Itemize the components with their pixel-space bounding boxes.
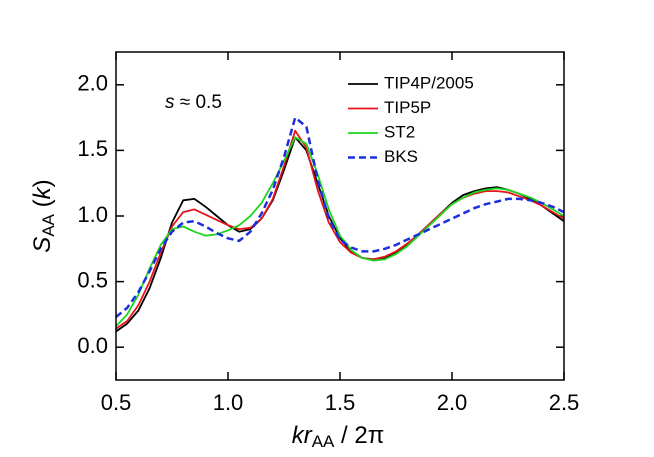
y-label-paren: ( — [29, 199, 56, 214]
x-tick-label: 1.5 — [325, 390, 356, 415]
x-axis-label: krAA / 2π — [292, 422, 385, 451]
x-label-sub: AA — [312, 432, 335, 451]
plot-frame — [115, 51, 565, 381]
series-line — [115, 136, 565, 327]
y-tick-label: 0.5 — [77, 267, 108, 292]
series-line — [115, 116, 565, 318]
x-label-rest: / 2π — [334, 422, 384, 449]
annotation: s ≈ 0.5 — [165, 92, 222, 113]
y-tick-label: 1.5 — [77, 136, 108, 161]
x-tick-label: 2.5 — [549, 390, 580, 415]
y-axis-label: SAA (k) — [29, 179, 58, 252]
y-label-sub: AA — [39, 213, 58, 236]
legend-label: TIP4P/2005 — [384, 73, 474, 92]
series-line — [115, 129, 565, 330]
legend-label: TIP5P — [384, 98, 431, 117]
x-tick-label: 2.0 — [437, 390, 468, 415]
x-tick-label: 1.0 — [213, 390, 244, 415]
legend-label: BKS — [384, 147, 418, 166]
y-tick-label: 1.0 — [77, 202, 108, 227]
x-tick-label: 0.5 — [101, 390, 132, 415]
y-tick-label: 2.0 — [77, 71, 108, 96]
y-label-close: ) — [29, 179, 56, 187]
legend-label: ST2 — [384, 122, 415, 141]
y-tick-label: 0.0 — [77, 333, 108, 358]
annotation-rest: ≈ 0.5 — [175, 92, 222, 113]
annotation-var: s — [165, 92, 175, 113]
y-label-var: S — [29, 237, 56, 253]
x-label-var: kr — [292, 422, 313, 449]
series-line — [115, 136, 565, 333]
y-label-k: k — [29, 185, 56, 199]
